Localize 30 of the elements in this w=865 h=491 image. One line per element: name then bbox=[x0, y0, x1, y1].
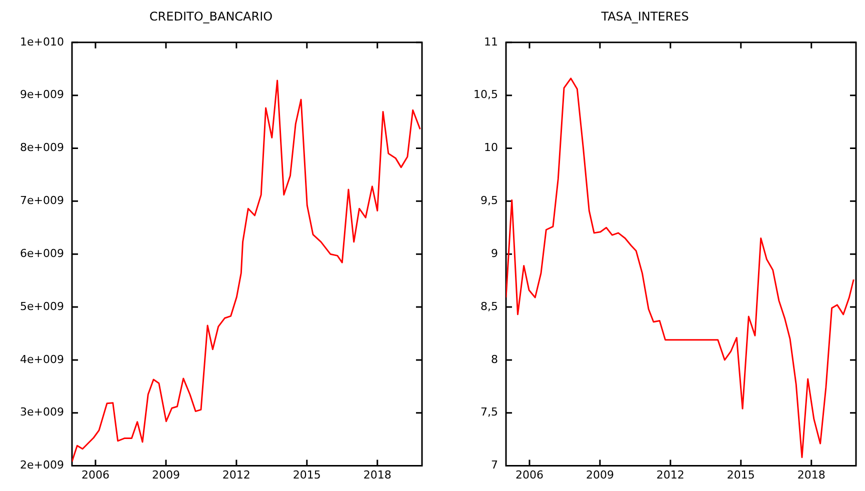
y-tick-label: 8 bbox=[491, 352, 498, 366]
y-tick-label: 2e+009 bbox=[20, 458, 64, 472]
x-tick-label: 2006 bbox=[81, 468, 110, 482]
x-tick-label: 2015 bbox=[726, 468, 755, 482]
x-tick-label: 2012 bbox=[222, 468, 250, 482]
y-tick-label: 9e+009 bbox=[20, 88, 64, 102]
y-tick-label: 8e+009 bbox=[20, 141, 64, 154]
x-tick-label: 2012 bbox=[656, 468, 684, 482]
x-tick-label: 2015 bbox=[292, 468, 321, 482]
x-tick-label: 2018 bbox=[797, 468, 826, 482]
y-tick-label: 10 bbox=[484, 141, 498, 154]
x-tick-label: 2009 bbox=[152, 468, 180, 482]
chart-title: CREDITO_BANCARIO bbox=[149, 9, 273, 24]
y-tick-label: 9 bbox=[491, 246, 498, 260]
y-tick-label: 8,5 bbox=[480, 300, 498, 313]
y-tick-label: 4e+009 bbox=[20, 352, 64, 366]
x-tick-label: 2009 bbox=[586, 468, 614, 482]
y-tick-label: 3e+009 bbox=[20, 406, 64, 419]
y-tick-label: 6e+009 bbox=[20, 246, 64, 260]
x-tick-label: 2018 bbox=[363, 468, 392, 482]
y-tick-label: 7e+009 bbox=[20, 194, 64, 208]
y-tick-label: 7,5 bbox=[480, 406, 498, 419]
y-tick-label: 11 bbox=[484, 35, 498, 48]
y-tick-label: 10,5 bbox=[474, 88, 498, 102]
x-tick-label: 2006 bbox=[515, 468, 544, 482]
chart-title: TASA_INTERES bbox=[600, 9, 689, 24]
y-tick-label: 5e+009 bbox=[20, 300, 64, 313]
y-tick-label: 1e+010 bbox=[20, 35, 64, 48]
y-tick-label: 9,5 bbox=[480, 194, 498, 208]
y-tick-label: 7 bbox=[491, 458, 498, 472]
